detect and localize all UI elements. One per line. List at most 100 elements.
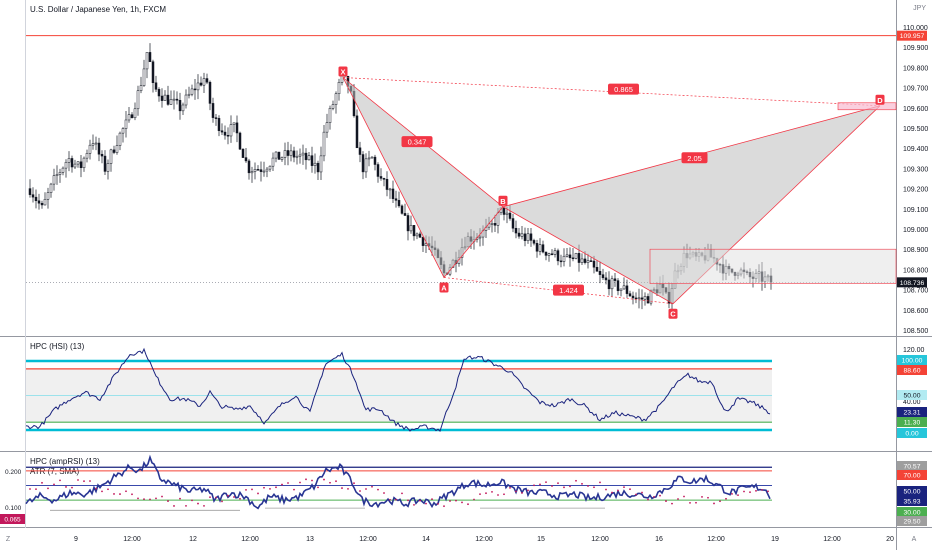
candle-body	[328, 108, 332, 123]
candle-body	[262, 170, 266, 173]
candle-body	[493, 223, 497, 226]
candle-body	[232, 122, 236, 125]
atr-dot	[377, 488, 379, 491]
atr-dot	[503, 493, 505, 496]
atr-dot	[329, 481, 331, 484]
candle-body	[640, 297, 644, 300]
atr-dot	[401, 492, 403, 495]
atr-dot	[317, 486, 319, 489]
atr-dot	[575, 479, 577, 482]
atr-dot	[125, 490, 127, 493]
axis-badge-cyan	[897, 355, 927, 365]
candle-body	[61, 167, 65, 173]
pattern-ratio-badge[interactable]	[553, 284, 584, 296]
projection-box[interactable]	[649, 248, 897, 284]
atr-dot	[227, 494, 229, 497]
atr-indicator-title[interactable]: ATR (7, SMA)	[30, 467, 80, 476]
candle-body	[214, 117, 218, 119]
candle-body	[169, 99, 173, 105]
candle-body	[67, 158, 71, 163]
atr-dot	[221, 500, 223, 503]
time-axis[interactable]: 9 12:00 12 12:00 13 12:00 14 12:00 15 12:00 16 12:0…	[6, 536, 917, 543]
atr-dot	[677, 498, 679, 500]
axis-badge-green	[897, 507, 927, 517]
atr-dot	[605, 488, 607, 491]
atr-dot	[665, 500, 667, 502]
auto-scale-button[interactable]: A	[912, 536, 917, 543]
pattern-point-c[interactable]	[668, 308, 678, 319]
pattern-ratio-badge[interactable]	[608, 83, 639, 95]
pattern-ratio-badge[interactable]	[681, 152, 708, 164]
currency-label: JPY	[913, 5, 926, 12]
price-tick-label: 109.000	[903, 227, 928, 234]
candle-body	[55, 174, 59, 176]
candle-body	[304, 152, 308, 161]
candle-body	[589, 260, 593, 262]
candle-body	[412, 225, 416, 237]
atr-dot	[533, 484, 535, 487]
rsi-indicator-title[interactable]: HPC (ampRSI) (13)	[30, 457, 100, 466]
atr-dot	[101, 490, 103, 493]
atr-tick-label: 0.100	[5, 505, 22, 512]
rsi-line	[25, 454, 771, 510]
atr-dot	[425, 502, 427, 505]
candle-body	[379, 176, 383, 179]
atr-dot	[617, 489, 619, 492]
candle-body	[43, 199, 47, 206]
candle-body	[259, 169, 263, 172]
pattern-line-ac[interactable]	[443, 277, 674, 305]
harmonic-pattern[interactable]: X A B C D 0.347 0.865 2.05 1.424	[338, 66, 897, 319]
atr-dot	[731, 493, 733, 495]
candle-body	[394, 198, 398, 201]
atr-dot	[77, 479, 79, 481]
atr-dot	[209, 496, 211, 499]
pattern-point-d[interactable]	[875, 94, 885, 105]
candle-body	[313, 162, 317, 166]
atr-dot	[755, 489, 757, 492]
candle-body	[49, 183, 53, 193]
candle-body	[283, 150, 287, 158]
atr-dot	[47, 487, 49, 490]
atr-dot	[479, 493, 481, 496]
atr-tick-label: 0.200	[5, 469, 22, 476]
pattern-point-x[interactable]	[338, 66, 348, 77]
candle-body	[358, 147, 362, 155]
candle-body	[280, 157, 284, 160]
candle-body	[28, 188, 32, 195]
candle-body	[208, 81, 212, 104]
time-tick-label: 9	[74, 536, 78, 543]
atr-dot	[299, 481, 301, 484]
candle-body	[478, 236, 482, 239]
hsi-indicator-title[interactable]: HPC (HSI) (13)	[30, 342, 85, 351]
candle-body	[112, 149, 116, 153]
atr-dot	[629, 488, 631, 491]
candle-body	[211, 103, 215, 118]
candle-body	[415, 233, 419, 237]
time-tick-label: 12:00	[707, 536, 725, 543]
candle-body	[124, 119, 128, 129]
pattern-point-a[interactable]	[439, 282, 449, 293]
candle-body	[385, 178, 389, 190]
atr-dot	[269, 487, 271, 490]
candle-body	[388, 188, 392, 191]
candle-body	[541, 244, 545, 253]
candle-body	[505, 212, 509, 215]
candle-body	[577, 253, 581, 263]
target-zone[interactable]	[837, 102, 897, 111]
atr-dot	[107, 488, 109, 491]
price-axis[interactable]: 110.000 109.900 109.800 109.700 109.600 109.5…	[26, 25, 928, 335]
timezone-button[interactable]: Z	[6, 536, 11, 543]
atr-dot	[71, 486, 73, 489]
candle-body	[538, 244, 542, 252]
pattern-ratio-badge[interactable]	[401, 136, 433, 148]
atr-dot	[581, 482, 583, 485]
candle-body	[565, 254, 569, 257]
candle-body	[325, 122, 329, 133]
pattern-point-b[interactable]	[498, 195, 508, 206]
hsi-line	[25, 347, 771, 433]
candle-body	[574, 253, 578, 259]
atr-dot	[155, 497, 157, 500]
atr-dot	[527, 489, 529, 492]
candle-body	[97, 142, 101, 155]
